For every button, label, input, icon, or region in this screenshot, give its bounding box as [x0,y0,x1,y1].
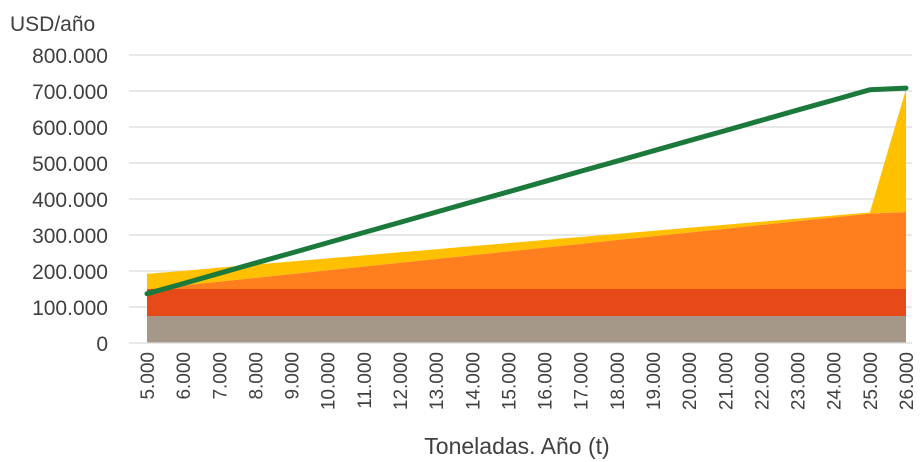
y-tick-label: 600.000 [32,117,108,140]
x-axis: 5.000 6.000 7.000 8.000 9.000 10.000 11.000 12.… [129,342,918,410]
x-tick-label: 18.000 [608,352,629,410]
x-tick-label: 6.000 [174,352,195,400]
area-series-2 [147,289,906,316]
x-tick-label: 10.000 [319,352,340,410]
x-tick-label: 17.000 [572,352,593,410]
x-tick-label: 24.000 [825,352,846,410]
x-tick-label: 7.000 [210,352,231,400]
x-tick-label: 26.000 [897,352,918,410]
x-tick-label: 22.000 [752,352,773,410]
y-tick-label: 800.000 [32,45,108,68]
x-tick-label: 23.000 [789,352,810,410]
x-tick-label: 25.000 [861,352,882,410]
y-tick-label: 700.000 [32,81,108,104]
x-axis-title: Toneladas. Año (t) [424,433,609,459]
stacked-areas [147,89,906,343]
y-axis-title: USD/año [10,13,95,36]
x-tick-label: 15.000 [499,352,520,410]
y-tick-label: 100.000 [32,297,108,320]
y-tick-label: 200.000 [32,261,108,284]
y-tick-label: 500.000 [32,153,108,176]
area-series-1 [147,316,906,343]
area-series-3 [147,211,906,289]
x-tick-label: 8.000 [246,352,267,400]
x-tick-label: 9.000 [283,352,304,400]
y-tick-label: 300.000 [32,225,108,248]
y-tick-label: 400.000 [32,189,108,212]
area-series-4 [147,89,906,289]
x-tick-label: 11.000 [355,352,376,409]
x-tick-label: 19.000 [644,352,665,410]
y-tick-label: 0 [96,333,108,356]
x-tick-label: 14.000 [463,352,484,410]
y-axis: 0 100.000 200.000 300.000 400.000 500.000 600.… [32,45,108,356]
x-tick-label: 20.000 [680,352,701,410]
x-tick-label: 21.000 [716,352,737,410]
x-tick-label: 12.000 [391,352,412,410]
trend-lines [144,85,909,297]
line-series-1 [144,85,909,297]
x-tick-label: 5.000 [138,352,159,400]
x-tick-label: 16.000 [536,352,557,410]
x-tick-label: 13.000 [427,352,448,410]
